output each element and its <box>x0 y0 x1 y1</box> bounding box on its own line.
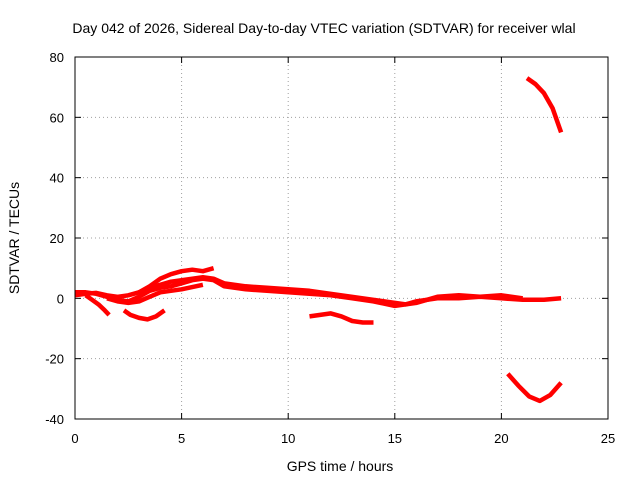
y-tick-label: 80 <box>50 50 64 65</box>
series-line-track-7 <box>309 311 374 325</box>
series-line-track-5 <box>137 266 215 295</box>
series-line-track-8 <box>525 76 564 134</box>
x-tick-label: 10 <box>281 431 295 446</box>
data-series-group <box>74 76 564 404</box>
series-line-track-6 <box>106 282 204 306</box>
x-tick-label: 5 <box>178 431 185 446</box>
y-tick-label: 40 <box>50 171 64 186</box>
y-tick-label: -20 <box>45 352 64 367</box>
series-line-track-1 <box>74 274 562 307</box>
x-tick-label: 0 <box>71 431 78 446</box>
series-line-track-4 <box>122 308 166 322</box>
plot-frame <box>74 56 609 420</box>
y-tick-label: 20 <box>50 231 64 246</box>
x-tick-label: 20 <box>494 431 508 446</box>
y-axis-label: SDTVAR / TECUs <box>6 182 22 294</box>
series-line-track-3 <box>84 293 111 317</box>
chart-title: Day 042 of 2026, Sidereal Day-to-day VTE… <box>72 20 575 36</box>
x-axis-label: GPS time / hours <box>287 458 394 474</box>
x-tick-label: 25 <box>601 431 615 446</box>
x-tick-label: 15 <box>388 431 402 446</box>
y-tick-label: 0 <box>57 291 64 306</box>
tick-labels: 0 5 10 15 20 25 -40 -20 0 20 40 60 80 <box>45 50 615 446</box>
series-line-track-9 <box>506 372 563 404</box>
y-tick-label: -40 <box>45 412 64 427</box>
y-tick-label: 60 <box>50 110 64 125</box>
